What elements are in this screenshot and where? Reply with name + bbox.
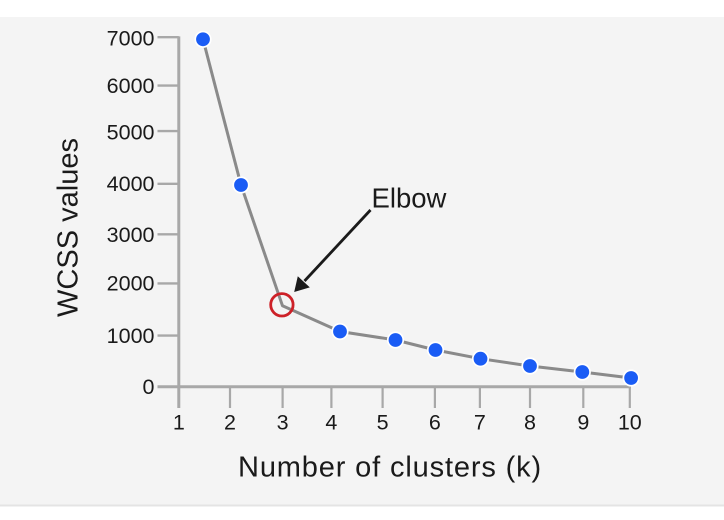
svg-text:3000: 3000: [107, 223, 155, 247]
svg-text:2: 2: [224, 410, 236, 434]
svg-text:6: 6: [429, 410, 441, 434]
svg-text:9: 9: [577, 410, 589, 434]
svg-text:4: 4: [325, 410, 337, 434]
svg-text:5: 5: [377, 410, 389, 434]
svg-text:7: 7: [474, 410, 486, 434]
svg-text:10: 10: [618, 410, 642, 434]
svg-text:6000: 6000: [107, 74, 155, 98]
svg-text:1000: 1000: [107, 324, 155, 348]
svg-text:3: 3: [277, 410, 289, 434]
svg-text:8: 8: [524, 410, 536, 434]
svg-text:Elbow: Elbow: [372, 183, 447, 214]
svg-text:5000: 5000: [107, 121, 155, 145]
svg-text:Number of clusters (k): Number of clusters (k): [238, 452, 542, 484]
svg-text:2000: 2000: [107, 271, 155, 295]
svg-text:1: 1: [173, 410, 185, 434]
svg-text:WCSS values: WCSS values: [53, 138, 85, 317]
svg-text:0: 0: [143, 375, 155, 399]
svg-text:4000: 4000: [107, 172, 155, 196]
svg-text:7000: 7000: [107, 26, 155, 50]
